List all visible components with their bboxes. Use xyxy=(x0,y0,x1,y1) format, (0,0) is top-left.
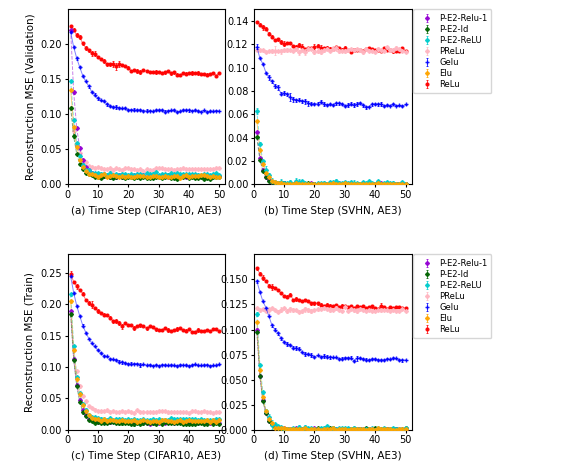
X-axis label: (c) Time Step (CIFAR10, AE3): (c) Time Step (CIFAR10, AE3) xyxy=(72,451,222,461)
X-axis label: (a) Time Step (CIFAR10, AE3): (a) Time Step (CIFAR10, AE3) xyxy=(71,206,222,216)
Legend: P-E2-Relu-1, P-E2-Id, P-E2-ReLU, PReLu, Gelu, Elu, ReLu: P-E2-Relu-1, P-E2-Id, P-E2-ReLU, PReLu, … xyxy=(413,9,492,93)
Legend: P-E2-Relu-1, P-E2-Id, P-E2-ReLU, PReLu, Gelu, Elu, ReLu: P-E2-Relu-1, P-E2-Id, P-E2-ReLU, PReLu, … xyxy=(413,254,492,338)
Y-axis label: Reconstruction MSE (Train): Reconstruction MSE (Train) xyxy=(25,272,35,412)
X-axis label: (d) Time Step (SVHN, AE3): (d) Time Step (SVHN, AE3) xyxy=(264,451,402,461)
Y-axis label: Reconstruction MSE (Validation): Reconstruction MSE (Validation) xyxy=(25,14,35,180)
X-axis label: (b) Time Step (SVHN, AE3): (b) Time Step (SVHN, AE3) xyxy=(264,206,402,216)
